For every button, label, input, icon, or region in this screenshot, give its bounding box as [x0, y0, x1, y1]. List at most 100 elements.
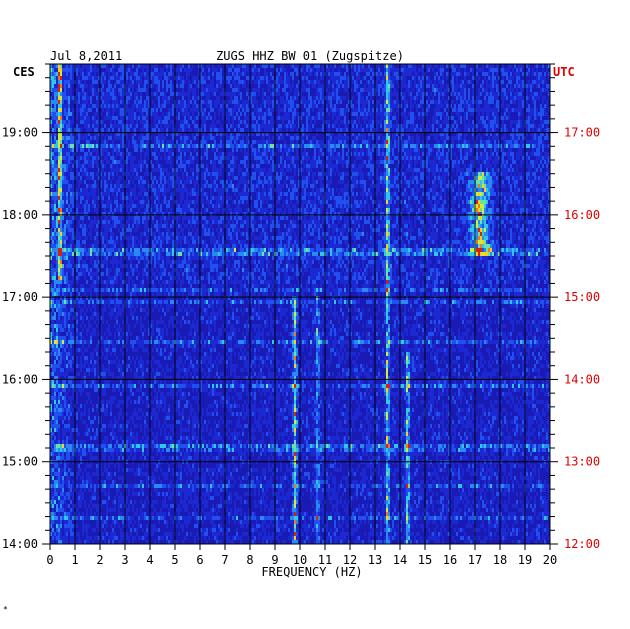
spectrogram-cell	[66, 176, 68, 180]
spectrogram-cell	[468, 148, 470, 152]
spectrogram-cell	[126, 156, 128, 160]
spectrogram-cell	[160, 104, 162, 108]
spectrogram-cell	[522, 144, 524, 148]
spectrogram-cell	[188, 124, 190, 128]
spectrogram-cell	[442, 136, 444, 140]
spectrogram-cell	[106, 108, 108, 112]
spectrogram-cell	[368, 64, 370, 68]
spectrogram-cell	[222, 128, 224, 132]
spectrogram-cell	[160, 176, 162, 180]
spectrogram-cell	[514, 128, 516, 132]
spectrogram-cell	[300, 136, 302, 140]
spectrogram-cell	[104, 156, 106, 160]
spectrogram-cell	[64, 68, 66, 72]
spectrogram-cell	[384, 92, 386, 96]
spectrogram-cell	[384, 176, 386, 180]
spectrogram-cell	[234, 116, 236, 120]
spectrogram-cell	[148, 148, 150, 152]
spectrogram-cell	[352, 76, 354, 80]
spectrogram-cell	[456, 72, 458, 76]
spectrogram-cell	[494, 148, 496, 152]
spectrogram-cell	[442, 140, 444, 144]
spectrogram-cell	[128, 116, 130, 120]
spectrogram-cell	[322, 104, 324, 108]
spectrogram-cell	[88, 160, 90, 164]
spectrogram-cell	[548, 72, 550, 76]
spectrogram-cell	[430, 100, 432, 104]
spectrogram-cell	[256, 68, 258, 72]
spectrogram-cell	[344, 88, 346, 92]
spectrogram-cell	[262, 80, 264, 84]
spectrogram-cell	[242, 176, 244, 180]
spectrogram-cell	[70, 140, 72, 144]
spectrogram-cell	[416, 136, 418, 140]
spectrogram-cell	[134, 140, 136, 144]
spectrogram-cell	[228, 108, 230, 112]
spectrogram-cell	[448, 104, 450, 108]
spectrogram-cell	[184, 168, 186, 172]
spectrogram-cell	[370, 132, 372, 136]
spectrogram-cell	[530, 88, 532, 92]
spectrogram-cell	[162, 132, 164, 136]
spectrogram-cell	[286, 164, 288, 168]
spectrogram-cell	[434, 108, 436, 112]
spectrogram-cell	[56, 156, 58, 160]
spectrogram-cell	[156, 168, 158, 172]
spectrogram-cell	[264, 160, 266, 164]
spectrogram-cell	[164, 92, 166, 96]
spectrogram-cell	[66, 144, 68, 148]
spectrogram-cell	[266, 108, 268, 112]
spectrogram-cell	[516, 76, 518, 80]
spectrogram-cell	[366, 144, 368, 148]
spectrogram-cell	[114, 132, 116, 136]
spectrogram-cell	[56, 124, 58, 128]
spectrogram-cell	[90, 100, 92, 104]
spectrogram-cell	[60, 112, 62, 116]
spectrogram-cell	[254, 116, 256, 120]
spectrogram-cell	[200, 88, 202, 92]
spectrogram-cell	[62, 84, 64, 88]
spectrogram-cell	[498, 136, 500, 140]
spectrogram-cell	[370, 164, 372, 168]
spectrogram-cell	[206, 140, 208, 144]
spectrogram-cell	[382, 112, 384, 116]
spectrogram-cell	[320, 108, 322, 112]
spectrogram-cell	[396, 144, 398, 148]
spectrogram-cell	[486, 112, 488, 116]
spectrogram-cell	[298, 172, 300, 176]
spectrogram-cell	[472, 84, 474, 88]
spectrogram-cell	[414, 80, 416, 84]
spectrogram-cell	[262, 76, 264, 80]
spectrogram-cell	[388, 92, 390, 96]
spectrogram-cell	[204, 116, 206, 120]
spectrogram-cell	[486, 132, 488, 136]
spectrogram-cell	[134, 132, 136, 136]
spectrogram-cell	[210, 80, 212, 84]
spectrogram-cell	[250, 124, 252, 128]
spectrogram-cell	[438, 120, 440, 124]
spectrogram-cell	[136, 140, 138, 144]
spectrogram-cell	[486, 144, 488, 148]
spectrogram-cell	[534, 160, 536, 164]
spectrogram-cell	[508, 168, 510, 172]
spectrogram-cell	[456, 144, 458, 148]
spectrogram-cell	[144, 100, 146, 104]
spectrogram-cell	[360, 148, 362, 152]
spectrogram-cell	[516, 136, 518, 140]
spectrogram-cell	[184, 100, 186, 104]
spectrogram-cell	[138, 76, 140, 80]
spectrogram-cell	[300, 160, 302, 164]
spectrogram-cell	[490, 144, 492, 148]
spectrogram-cell	[232, 176, 234, 180]
spectrogram-cell	[252, 116, 254, 120]
spectrogram-cell	[146, 116, 148, 120]
spectrogram-cell	[238, 172, 240, 176]
spectrogram-cell	[262, 92, 264, 96]
spectrogram-cell	[108, 80, 110, 84]
spectrogram-cell	[446, 152, 448, 156]
spectrogram-cell	[464, 76, 466, 80]
spectrogram-cell	[140, 112, 142, 116]
spectrogram-cell	[200, 80, 202, 84]
spectrogram-cell	[530, 116, 532, 120]
spectrogram-cell	[504, 160, 506, 164]
